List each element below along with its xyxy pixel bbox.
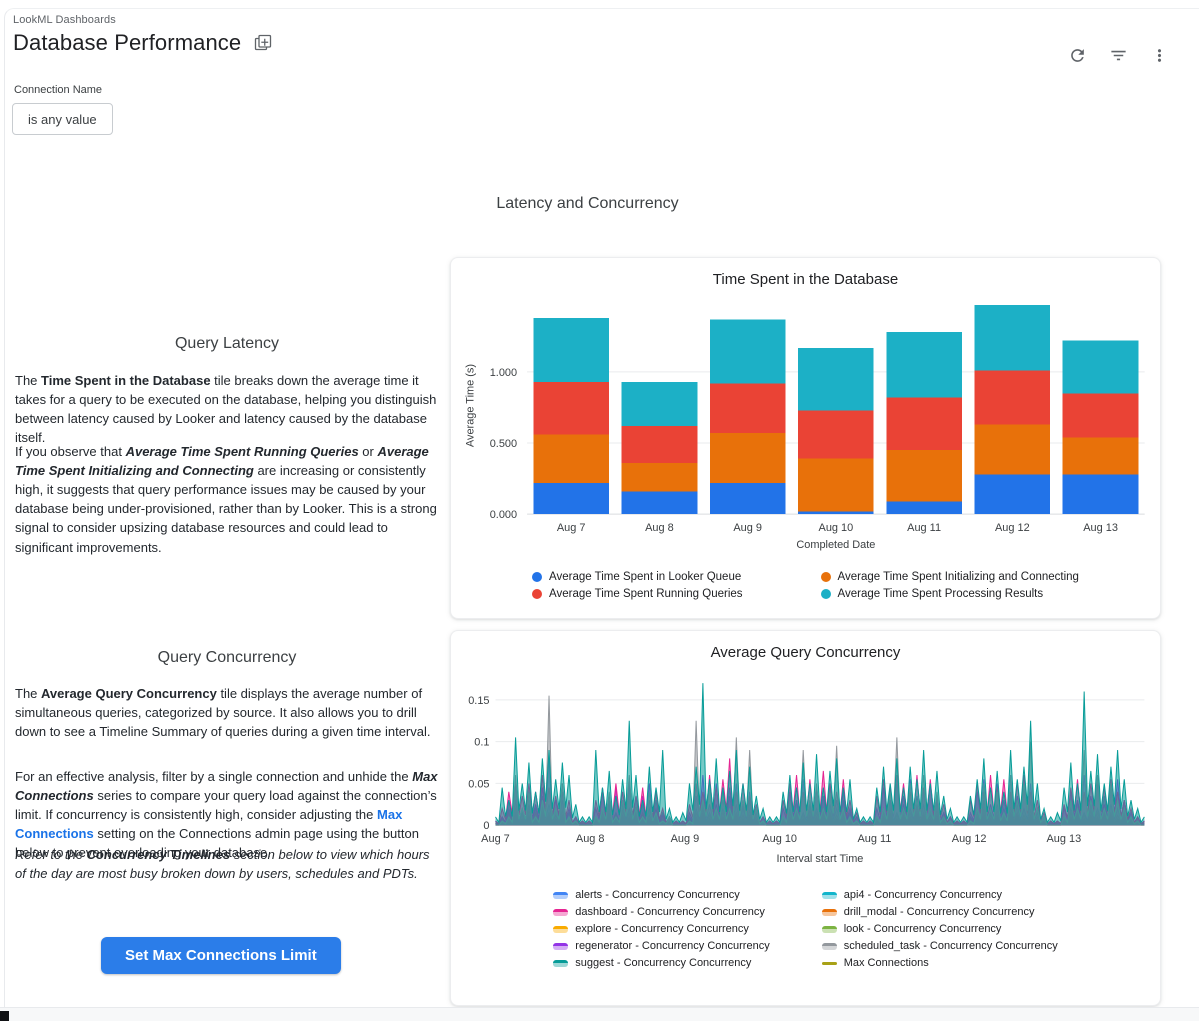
set-max-connections-button[interactable]: Set Max Connections Limit (101, 937, 341, 974)
svg-text:Aug 9: Aug 9 (671, 833, 700, 845)
filter-icon[interactable] (1105, 42, 1132, 69)
section-title: Latency and Concurrency (496, 195, 679, 212)
tile-average-query-concurrency: Average Query Concurrency 0 0.05 0.1 0.15 Au… (450, 630, 1161, 1006)
bottom-strip (0, 1007, 1199, 1021)
svg-text:0.15: 0.15 (468, 695, 489, 707)
legend-swatch (553, 959, 569, 967)
legend-swatch (532, 572, 543, 582)
svg-text:0.1: 0.1 (474, 737, 489, 749)
legend-swatch (821, 925, 837, 933)
screen-artifact (0, 1011, 9, 1021)
legend-item: drill_modal - Concurrency Concurrency (821, 906, 1058, 918)
svg-text:Aug 10: Aug 10 (762, 833, 797, 845)
svg-text:Interval start Time: Interval start Time (776, 853, 863, 865)
svg-text:0.000: 0.000 (490, 509, 517, 521)
chart1-legend: Average Time Spent in Looker Queue Averag… (459, 571, 1152, 600)
legend-item: Average Time Spent Processing Results (820, 588, 1079, 600)
copy-dashboard-icon[interactable] (250, 30, 276, 56)
tile-time-spent-in-database: Time Spent in the Database 0.000 0.500 1.0… (450, 257, 1161, 619)
legend-swatch (820, 589, 831, 599)
svg-text:Aug 12: Aug 12 (995, 522, 1030, 534)
query-latency-paragraph-1: The Time Spent in the Database tile brea… (15, 373, 437, 446)
svg-text:Aug 7: Aug 7 (481, 833, 510, 845)
legend-item: scheduled_task - Concurrency Concurrency (821, 940, 1058, 952)
legend-item: suggest - Concurrency Concurrency (553, 957, 769, 969)
svg-text:0: 0 (483, 820, 489, 832)
legend-swatch (553, 925, 569, 933)
svg-text:Aug 8: Aug 8 (576, 833, 605, 845)
concurrency-area-chart[interactable]: 0 0.05 0.1 0.15 Aug 7 Aug 8 Aug 9 Aug 10 Aug 11 A… (459, 665, 1152, 874)
legend-item: api4 - Concurrency Concurrency (821, 889, 1058, 901)
legend-swatch (821, 942, 837, 950)
legend-item: dashboard - Concurrency Concurrency (553, 906, 769, 918)
query-concurrency-heading: Query Concurrency (157, 649, 297, 666)
svg-text:Aug 9: Aug 9 (733, 522, 762, 534)
svg-text:Aug 13: Aug 13 (1083, 522, 1118, 534)
legend-item: Average Time Spent in Looker Queue (532, 571, 742, 583)
refresh-icon[interactable] (1064, 42, 1091, 69)
legend-swatch (820, 572, 831, 582)
svg-text:Completed Date: Completed Date (796, 539, 875, 551)
svg-text:Aug 11: Aug 11 (907, 522, 941, 534)
legend-swatch (553, 891, 569, 899)
legend-item: look - Concurrency Concurrency (821, 923, 1058, 935)
svg-text:Aug 13: Aug 13 (1047, 833, 1082, 845)
filter-label: Connection Name (14, 84, 103, 96)
svg-text:1.000: 1.000 (490, 367, 517, 379)
kebab-menu-icon[interactable] (1146, 42, 1173, 69)
header-actions (1064, 42, 1173, 69)
svg-text:Aug 12: Aug 12 (952, 833, 987, 845)
legend-item: alerts - Concurrency Concurrency (553, 889, 769, 901)
svg-text:0.05: 0.05 (468, 778, 489, 790)
svg-text:Aug 7: Aug 7 (557, 522, 586, 534)
svg-text:Aug 8: Aug 8 (645, 522, 674, 534)
filter-value: is any value (28, 111, 97, 127)
query-latency-heading: Query Latency (174, 335, 280, 352)
chart2-title: Average Query Concurrency (710, 644, 901, 661)
query-latency-paragraph-2: If you observe that Average Time Spent R… (15, 444, 437, 555)
dashboard-header: LookML Dashboards Database Performance (13, 14, 276, 56)
chart2-legend: alerts - Concurrency Concurrency dashboar… (459, 889, 1152, 969)
svg-text:Aug 10: Aug 10 (819, 522, 854, 534)
max-connections-link[interactable]: Max Connections (15, 807, 403, 842)
query-concurrency-paragraph-3: Refer to the Concurrency Timelines secti… (15, 847, 430, 882)
stacked-bar-chart[interactable]: 0.000 0.500 1.000 Average Time (s) Aug 7 Aug … (459, 292, 1152, 552)
legend-item: Average Time Spent Initializing and Conn… (820, 571, 1079, 583)
legend-swatch (821, 891, 837, 899)
connection-name-filter-block: Connection Name is any value (12, 84, 113, 135)
legend-item: Average Time Spent Running Queries (532, 588, 743, 600)
svg-text:Aug 11: Aug 11 (857, 833, 891, 845)
connection-name-filter-chip[interactable]: is any value (12, 103, 113, 135)
legend-item: regenerator - Concurrency Concurrency (553, 940, 770, 952)
breadcrumb[interactable]: LookML Dashboards (13, 14, 116, 26)
legend-swatch (821, 908, 837, 916)
query-concurrency-paragraph-2: For an effective analysis, filter by a s… (15, 769, 438, 861)
legend-swatch (553, 908, 569, 916)
legend-item: Max Connections (821, 957, 1058, 969)
legend-swatch (553, 942, 569, 950)
legend-item: explore - Concurrency Concurrency (553, 923, 769, 935)
page-title: Database Performance (13, 30, 242, 55)
legend-swatch (821, 961, 837, 965)
svg-text:0.500: 0.500 (490, 438, 517, 450)
chart1-title: Time Spent in the Database (712, 271, 899, 288)
query-concurrency-paragraph-1: The Average Query Concurrency tile displ… (15, 686, 431, 740)
svg-text:Average Time (s): Average Time (s) (464, 364, 476, 447)
legend-swatch (532, 589, 543, 599)
